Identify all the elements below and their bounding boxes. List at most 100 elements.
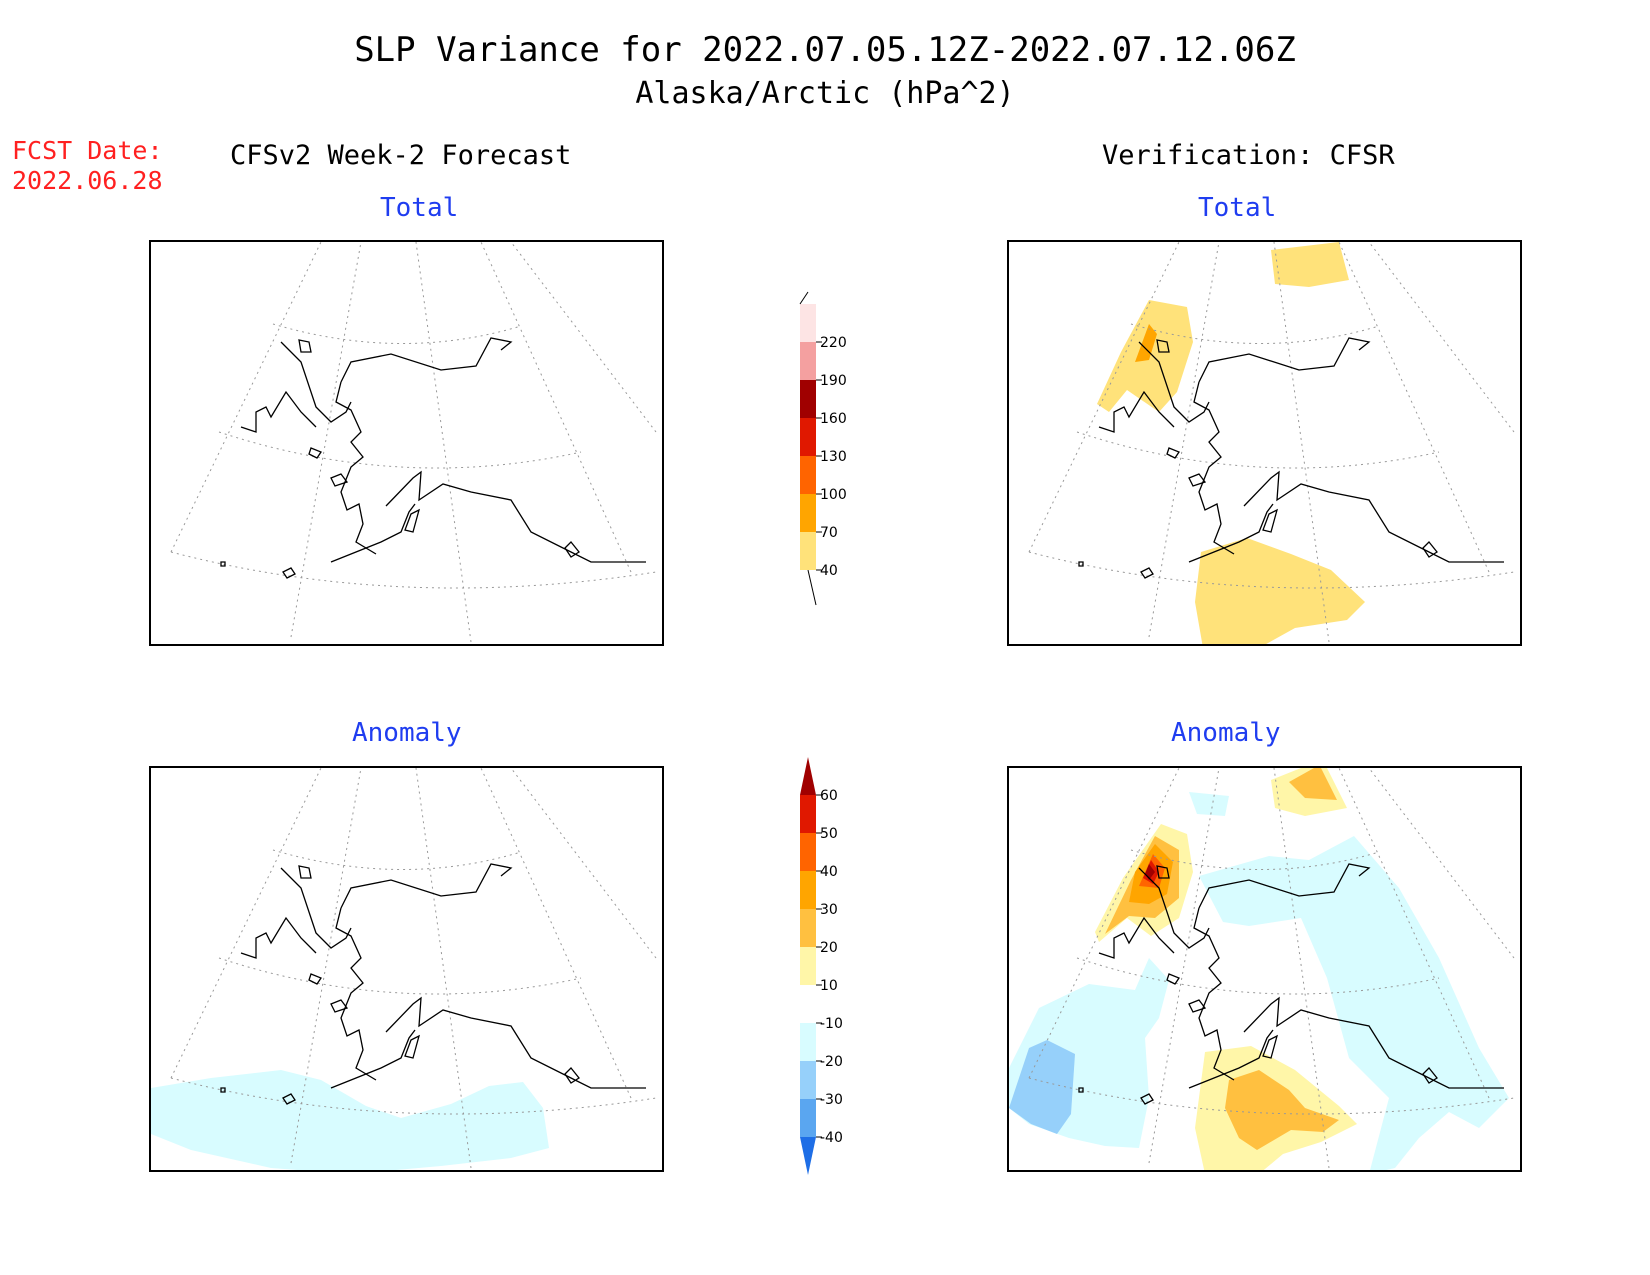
- coast-segment: [1098, 916, 1175, 959]
- coast-segment: [1098, 390, 1175, 433]
- grid-line: [290, 242, 362, 638]
- colorbar-label: 100: [820, 487, 847, 503]
- fcst-date-label: FCST Date:: [12, 136, 163, 165]
- lat-lon-grid: [170, 242, 657, 643]
- coast-segment: [1188, 1029, 1274, 1089]
- grid-line: [1368, 242, 1515, 433]
- coast-segment: [330, 999, 349, 1013]
- coast-segment: [564, 1067, 580, 1084]
- coast-segment: [330, 473, 349, 487]
- grid-line: [1148, 768, 1220, 1164]
- coast-segment: [240, 916, 317, 959]
- colorbar-top-arrow: [800, 757, 816, 795]
- coast-segment: [280, 341, 352, 423]
- neg-anom-north: [1189, 792, 1229, 816]
- colorbar-label: 50: [820, 826, 838, 842]
- coast-segment: [1188, 503, 1274, 563]
- coast-segment: [1198, 337, 1371, 383]
- coast-segment: [1193, 907, 1235, 1081]
- coast-segment: [1156, 339, 1170, 353]
- colorbar-cell: [800, 418, 816, 456]
- coast-segment: [385, 470, 646, 563]
- colorbar-cell: [800, 494, 816, 532]
- coast-segment: [1262, 1034, 1279, 1059]
- grid-line: [1076, 957, 1440, 995]
- coast-segment: [1243, 470, 1504, 563]
- coast-segment: [1078, 1087, 1084, 1093]
- coast-segment: [340, 337, 513, 383]
- coast-segment: [308, 447, 322, 459]
- colorbar-high-tail: [799, 291, 809, 305]
- coast-segment: [330, 1029, 416, 1089]
- colorbar-cell: [800, 1023, 816, 1061]
- grid-line: [1130, 849, 1380, 870]
- colorbar-label: 10: [820, 978, 838, 994]
- coast-segment: [1198, 863, 1371, 909]
- neg-anom-east: [1199, 836, 1509, 1170]
- grid-line: [510, 242, 657, 433]
- colorbar-label: 20: [820, 940, 838, 956]
- lat-lon-grid: [170, 768, 657, 1169]
- total-colorbar: 40 70 100 130 160 190 220: [799, 291, 847, 606]
- grid-line: [290, 768, 362, 1164]
- colorbar-cell: [800, 1061, 816, 1099]
- chart-subtitle: Alaska/Arctic (hPa^2): [635, 76, 1015, 111]
- verification-header: Verification: CFSR: [1102, 140, 1395, 171]
- colorbar-label: 70: [820, 525, 838, 541]
- coast-segment: [220, 561, 226, 567]
- colorbar-cell: [800, 456, 816, 494]
- map-verification-total: [1007, 240, 1522, 646]
- coast-segment: [1188, 999, 1207, 1013]
- colorbar-cell: [800, 380, 816, 418]
- grid-line: [170, 768, 322, 1079]
- map-verification-anomaly: [1007, 766, 1522, 1172]
- colorbar-cell: [800, 342, 816, 380]
- alaska-coastline: [220, 337, 646, 579]
- colorbar-label: -10: [820, 1016, 843, 1032]
- colorbar-label: -30: [820, 1092, 843, 1108]
- coast-segment: [1138, 867, 1210, 949]
- grid-line: [415, 768, 472, 1169]
- panel-title-forecast-total: Total: [380, 193, 459, 223]
- map-forecast-total: [149, 240, 664, 646]
- lat-lon-grid: [1028, 768, 1515, 1169]
- coast-segment: [404, 508, 421, 533]
- anomaly-colorbar: 60 50 40 30 20 10 -10 -20 -30 -40: [800, 757, 843, 1175]
- coast-segment: [564, 541, 580, 558]
- coast-segment: [1166, 973, 1180, 985]
- coast-segment: [1422, 1067, 1438, 1084]
- colorbar-label: 220: [820, 335, 847, 351]
- coast-segment: [335, 381, 377, 555]
- fcst-date: FCST Date: 2022.06.28: [12, 136, 163, 196]
- grid-line: [510, 768, 657, 959]
- colorbar-label: 30: [820, 902, 838, 918]
- chart-title: SLP Variance for 2022.07.05.12Z-2022.07.…: [354, 30, 1296, 70]
- grid-line: [218, 431, 582, 469]
- colorbar-label: 40: [820, 563, 838, 579]
- coast-segment: [298, 339, 312, 353]
- pos-anom-gulf-20: [1225, 1070, 1339, 1150]
- coast-segment: [330, 503, 416, 563]
- coast-segment: [280, 867, 352, 949]
- colorbar-label: -40: [820, 1130, 843, 1146]
- contour-neg10-neg20-south: [151, 1070, 549, 1170]
- grid-line: [480, 242, 632, 573]
- coast-segment: [1156, 865, 1170, 879]
- coast-segment: [1078, 561, 1084, 567]
- panel-title-verification-anomaly: Anomaly: [1171, 718, 1281, 748]
- colorbar-cell: [800, 947, 816, 985]
- colorbar-cell: [800, 795, 816, 833]
- grid-line: [272, 849, 522, 870]
- neg-anom-strong: [1009, 1040, 1075, 1134]
- colorbar-label: -20: [820, 1054, 843, 1070]
- coast-segment: [1138, 341, 1210, 423]
- fcst-date-value: 2022.06.28: [12, 166, 163, 195]
- coast-segment: [1140, 567, 1154, 579]
- colorbar-cell: [800, 304, 816, 342]
- colorbar-label: 130: [820, 449, 847, 465]
- grid-line: [1338, 242, 1490, 573]
- pos-anom-north-inner: [1289, 768, 1337, 800]
- grid-line: [1273, 768, 1330, 1169]
- lat-lon-grid: [1028, 242, 1515, 643]
- grid-line: [1368, 768, 1515, 959]
